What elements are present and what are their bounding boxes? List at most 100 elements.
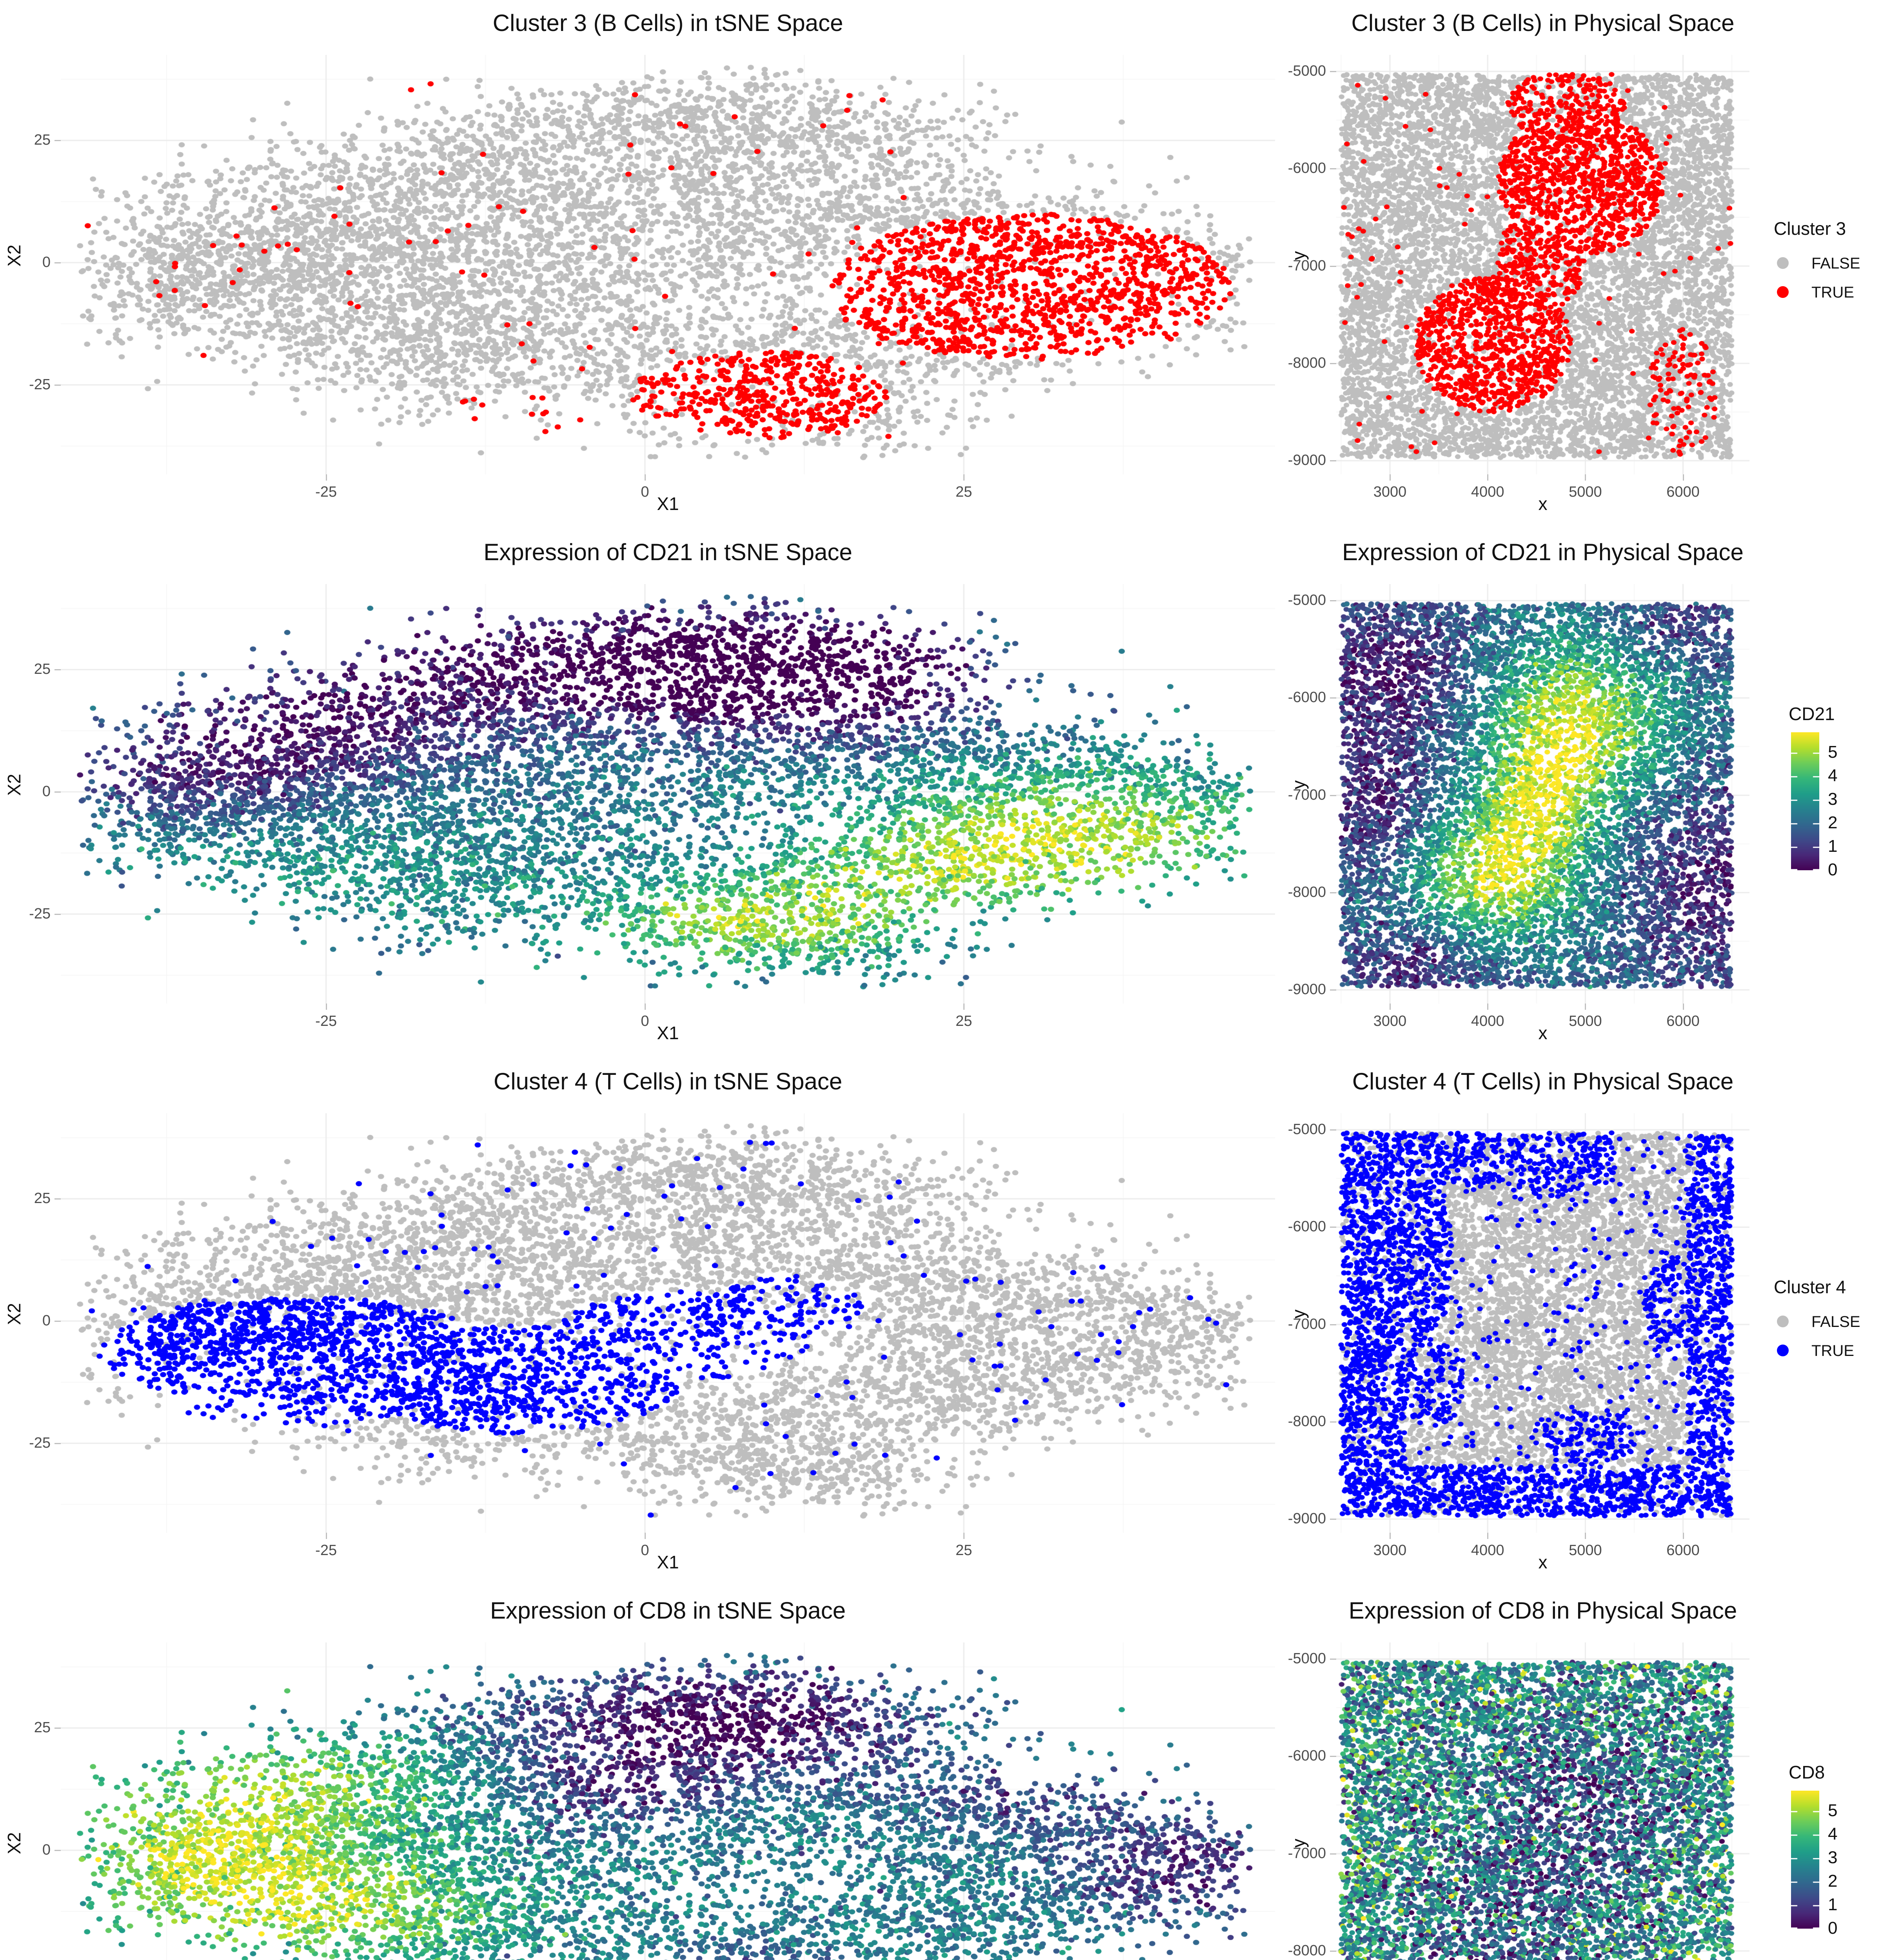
y-tick-label: -9000 [1288, 452, 1326, 469]
y-tick-mark [1330, 1756, 1336, 1757]
scatter-plot-canvas [61, 584, 1275, 1004]
x-axis-label: X1 [657, 1023, 679, 1043]
legend-dot-true [1777, 1345, 1789, 1356]
y-tick-label: -7000 [1288, 257, 1326, 274]
x-tick-label: 5000 [1569, 1013, 1602, 1029]
y-tick-label: -25 [29, 376, 51, 393]
colorbar-tick-label: 1 [1828, 1895, 1838, 1914]
y-tick-mark [1330, 1853, 1336, 1855]
colorbar-tick-label: 0 [1828, 860, 1838, 879]
plot-title: Expression of CD8 in tSNE Space [490, 1597, 846, 1624]
colorbar-title: CD8 [1789, 1762, 1825, 1782]
legend-dot-false [1777, 257, 1789, 269]
x-tick-label: 3000 [1373, 484, 1407, 500]
y-tick-label: -5000 [1288, 63, 1326, 80]
y-tick-label: -9000 [1288, 1510, 1326, 1527]
x-tick-label: 0 [641, 1013, 649, 1029]
plot-title: Expression of CD21 in Physical Space [1342, 539, 1744, 565]
y-tick-label: -25 [29, 1434, 51, 1451]
y-tick-label: -8000 [1288, 884, 1326, 900]
y-tick-mark [1330, 1659, 1336, 1660]
x-tick-label: 6000 [1666, 1542, 1700, 1559]
y-tick-label: 25 [34, 661, 51, 678]
y-tick-mark [1330, 1129, 1336, 1131]
x-tick-label: 4000 [1471, 1013, 1504, 1029]
y-tick-label: -25 [29, 905, 51, 922]
x-tick-label: 0 [641, 484, 649, 500]
y-tick-mark [1330, 460, 1336, 462]
x-tick-mark [325, 1004, 327, 1010]
colorbar-tick-label: 2 [1828, 813, 1838, 832]
plot-cell-cd8-tsne: Expression of CD8 in tSNE Space X1 X2 -2… [0, 1588, 1882, 1960]
x-tick-label: -25 [315, 1013, 337, 1029]
x-tick-label: 25 [956, 1013, 972, 1029]
scatter-plot-canvas [61, 55, 1275, 474]
x-tick-mark [1390, 1004, 1391, 1010]
x-tick-label: 6000 [1666, 1013, 1700, 1029]
x-tick-label: 0 [641, 1542, 649, 1559]
x-axis-label: x [1538, 494, 1548, 514]
y-tick-mark [54, 913, 61, 915]
y-tick-mark [54, 1728, 61, 1729]
y-tick-label: 0 [42, 1842, 51, 1858]
x-tick-mark [963, 1004, 965, 1010]
x-tick-mark [325, 474, 327, 481]
y-tick-mark [1330, 1421, 1336, 1423]
plot-cell-cluster3-tsne: Cluster 3 (B Cells) in tSNE Space X1 X2 … [0, 0, 1882, 529]
x-tick-label: -25 [315, 1542, 337, 1559]
plot-cell-cd21-tsne: Expression of CD21 in tSNE Space X1 X2 -… [0, 529, 1882, 1058]
y-tick-mark [1330, 1950, 1336, 1952]
x-tick-mark [644, 1004, 646, 1010]
x-tick-label: 6000 [1666, 484, 1700, 500]
colorbar-tick-label: 4 [1828, 766, 1838, 785]
x-tick-mark [1682, 1004, 1684, 1010]
y-tick-mark [54, 262, 61, 263]
legend-dot-false [1777, 1316, 1789, 1327]
y-tick-label: -6000 [1288, 1748, 1326, 1764]
colorbar-tick-label: 5 [1828, 742, 1838, 762]
y-tick-mark [1330, 795, 1336, 796]
y-tick-label: 0 [42, 254, 51, 270]
y-tick-label: -8000 [1288, 1942, 1326, 1959]
x-axis-label: X1 [657, 494, 679, 514]
x-tick-label: 3000 [1373, 1542, 1407, 1559]
x-axis-label: x [1538, 1552, 1548, 1572]
plot-cell-cluster3-physical: Cluster 3 (B Cells) in Physical Space x … [0, 0, 1882, 529]
y-tick-label: -5000 [1288, 592, 1326, 609]
x-tick-mark [1487, 474, 1489, 481]
plot-title: Cluster 4 (T Cells) in tSNE Space [493, 1068, 843, 1094]
x-tick-mark [1682, 474, 1684, 481]
x-tick-mark [644, 1533, 646, 1539]
x-tick-mark [963, 1533, 965, 1539]
y-tick-mark [1330, 363, 1336, 364]
x-tick-mark [1585, 1004, 1586, 1010]
y-tick-label: -8000 [1288, 354, 1326, 371]
y-tick-mark [1330, 71, 1336, 73]
x-tick-mark [644, 474, 646, 481]
legend-title: Cluster 3 [1774, 218, 1846, 239]
y-tick-mark [1330, 892, 1336, 893]
y-tick-label: -6000 [1288, 160, 1326, 177]
plot-cell-cd21-physical: Expression of CD21 in Physical Space x y… [0, 529, 1882, 1058]
x-tick-label: 25 [956, 484, 972, 500]
y-tick-mark [54, 1443, 61, 1444]
y-tick-label: 25 [34, 1719, 51, 1736]
x-tick-mark [1585, 474, 1586, 481]
y-tick-mark [1330, 1227, 1336, 1228]
legend-label: TRUE [1811, 284, 1854, 301]
y-tick-label: -8000 [1288, 1413, 1326, 1430]
y-tick-label: -5000 [1288, 1121, 1326, 1138]
legend-label: TRUE [1811, 1342, 1854, 1359]
scatter-plot-canvas [1336, 1113, 1749, 1533]
y-tick-label: 25 [34, 1190, 51, 1207]
legend-label: FALSE [1811, 255, 1860, 272]
y-tick-mark [54, 140, 61, 142]
colorbar-tick-label: 0 [1828, 1918, 1838, 1938]
scatter-plot-canvas [61, 1642, 1275, 1960]
colorbar-tick-label: 3 [1828, 1848, 1838, 1867]
y-tick-mark [1330, 168, 1336, 170]
x-tick-mark [1487, 1533, 1489, 1539]
x-tick-mark [1390, 474, 1391, 481]
y-tick-mark [54, 669, 61, 671]
